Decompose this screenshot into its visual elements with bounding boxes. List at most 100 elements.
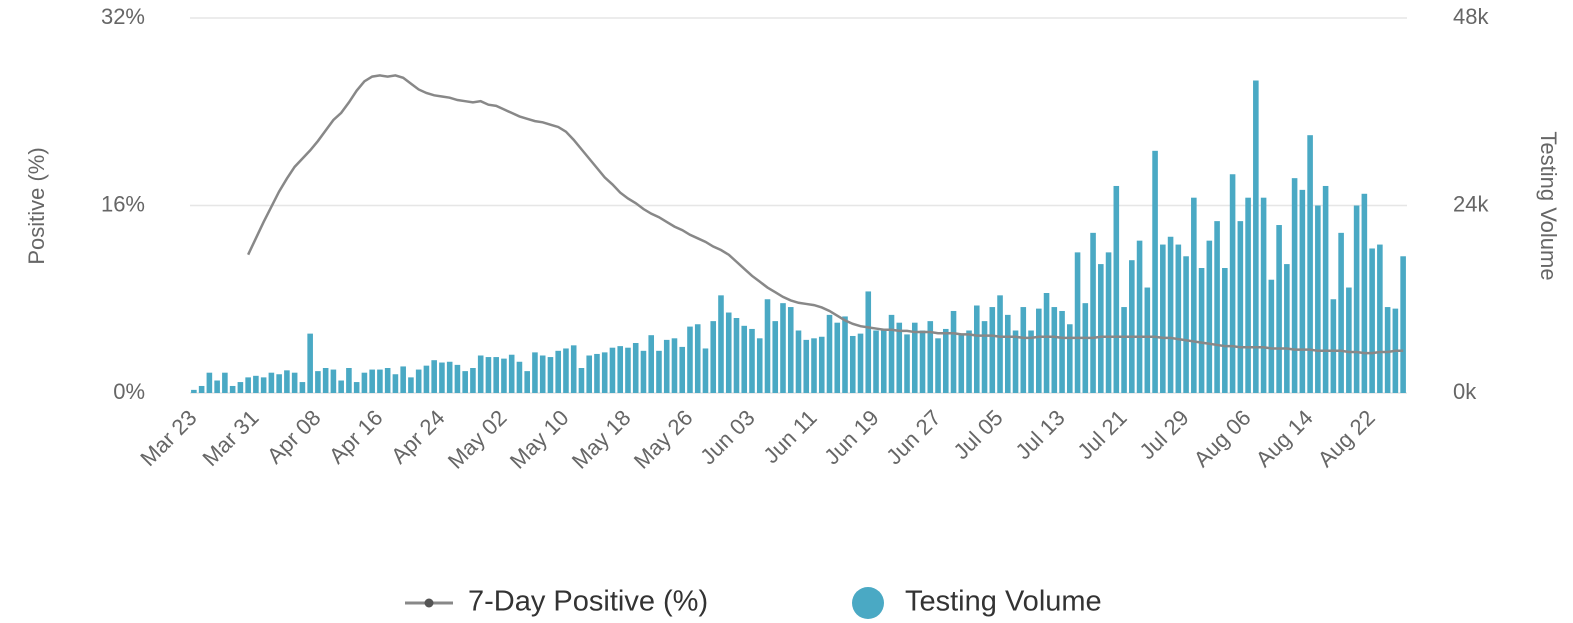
bar	[446, 361, 453, 393]
bar	[539, 355, 546, 393]
bar	[950, 310, 957, 393]
bar	[1020, 307, 1027, 393]
bar	[1067, 324, 1073, 393]
bar	[811, 338, 817, 393]
bar	[1051, 307, 1058, 393]
line	[247, 74, 1404, 355]
bar	[268, 372, 275, 393]
bar	[1198, 268, 1205, 393]
x-tick-label: May 10	[505, 405, 574, 474]
bar	[330, 369, 337, 393]
bar	[989, 307, 996, 393]
bar	[462, 371, 468, 393]
y-tick-label: 0%	[113, 379, 145, 404]
bar	[865, 291, 872, 393]
bar	[1005, 314, 1011, 393]
bar	[1214, 221, 1220, 393]
bar	[842, 316, 848, 393]
bar	[1330, 299, 1337, 393]
bar	[679, 346, 686, 393]
bar	[439, 362, 445, 393]
bar	[1284, 264, 1290, 393]
x-tick-label: Mar 31	[197, 405, 263, 471]
bar	[1105, 252, 1112, 393]
bar	[687, 326, 693, 393]
bar	[322, 368, 329, 393]
bar	[477, 355, 484, 393]
x-tick-label: Jul 13	[1011, 405, 1070, 464]
bar	[648, 335, 655, 393]
bar	[400, 366, 406, 393]
bar	[632, 343, 639, 393]
bar	[198, 385, 205, 393]
bar	[586, 355, 592, 393]
bar	[942, 328, 949, 393]
bar	[818, 336, 825, 393]
bar	[222, 372, 228, 393]
x-tick-label: Jun 11	[758, 405, 821, 468]
x-tick-label: Aug 14	[1251, 405, 1318, 472]
x-tick-label: Apr 16	[324, 405, 388, 469]
bar	[1315, 205, 1321, 393]
x-tick-label: Aug 22	[1313, 405, 1380, 472]
y2-tick-label: 24k	[1453, 191, 1489, 216]
bar	[191, 389, 197, 393]
bar	[1167, 236, 1174, 393]
bar	[1012, 330, 1019, 393]
bar	[415, 369, 422, 393]
bar	[346, 368, 352, 393]
bar	[710, 321, 717, 393]
bar	[1361, 193, 1368, 393]
bar	[671, 338, 678, 393]
bar	[1369, 248, 1375, 393]
bar	[377, 369, 383, 393]
bar	[578, 368, 585, 393]
bar	[973, 305, 980, 393]
bar	[640, 350, 647, 393]
bar	[1276, 225, 1282, 393]
x-tick-label: Jun 27	[881, 405, 945, 469]
bar	[524, 371, 530, 393]
bar	[780, 303, 786, 393]
bar	[741, 325, 748, 393]
bar	[470, 368, 476, 393]
bar	[1090, 232, 1096, 393]
bar	[935, 338, 941, 393]
bar	[493, 357, 499, 393]
bar	[617, 346, 624, 393]
bar	[1229, 174, 1236, 393]
bar	[307, 333, 313, 393]
bar	[966, 330, 972, 393]
bar	[694, 324, 701, 393]
x-tick-label: Jul 05	[948, 405, 1007, 464]
bar	[392, 374, 399, 393]
bar	[1160, 244, 1166, 393]
bar	[1260, 197, 1267, 393]
bar	[718, 295, 724, 393]
bar	[1098, 264, 1104, 393]
bar	[795, 330, 802, 393]
bar	[253, 375, 259, 393]
bar	[857, 333, 864, 393]
bar	[1191, 197, 1197, 393]
legend-swatch	[852, 587, 884, 619]
bar	[803, 339, 810, 393]
bar	[764, 299, 771, 393]
bar	[284, 370, 290, 393]
bar	[485, 357, 492, 393]
bar	[384, 368, 391, 393]
bar	[214, 380, 220, 393]
bar	[1307, 135, 1313, 393]
bar	[245, 377, 251, 393]
bar	[315, 371, 321, 393]
bar	[291, 372, 298, 393]
bar	[361, 372, 368, 393]
bar	[834, 322, 841, 393]
legend-label: Testing Volume	[905, 586, 1102, 618]
bar	[981, 321, 988, 393]
bar	[229, 385, 236, 393]
y-tick-label: 32%	[101, 4, 145, 29]
bar	[563, 348, 569, 393]
bar	[260, 377, 267, 393]
